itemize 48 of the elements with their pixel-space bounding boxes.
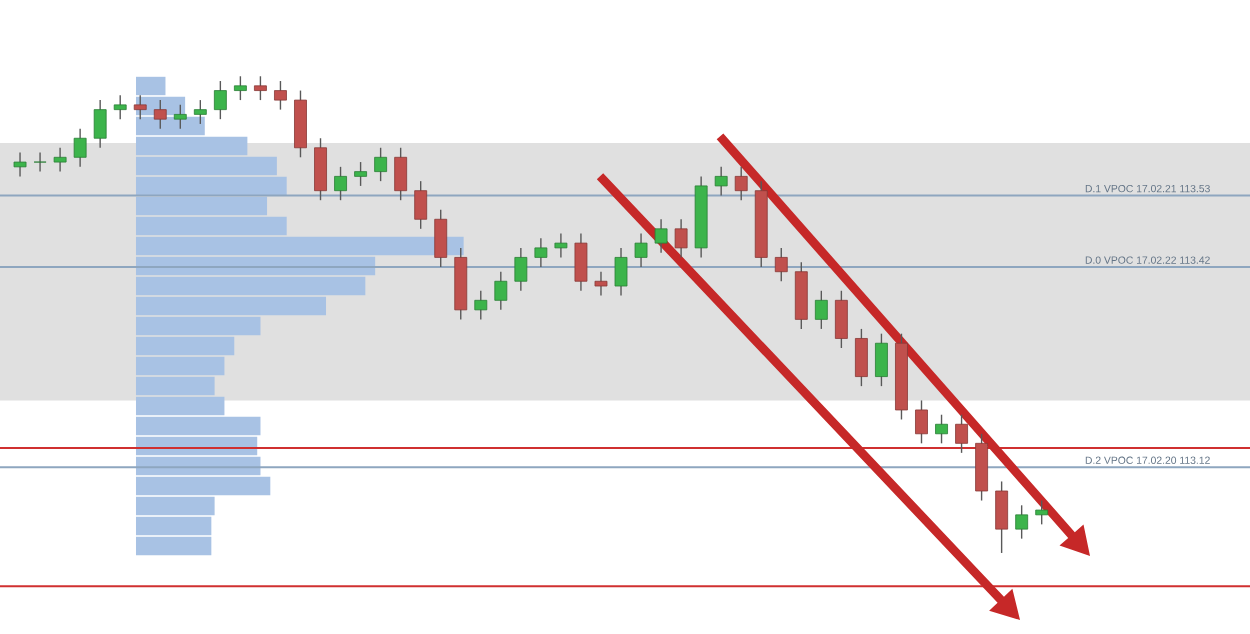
candlestick: [534, 237, 548, 268]
candlestick: [33, 151, 47, 173]
candlestick: [414, 180, 428, 230]
candlestick: [434, 209, 448, 268]
candlestick: [1015, 504, 1029, 540]
candlestick: [935, 414, 948, 445]
candlestick: [594, 271, 608, 297]
candlestick: [514, 247, 528, 292]
candlestick: [294, 89, 307, 158]
candlestick: [233, 75, 247, 101]
candlestick: [374, 147, 388, 182]
candlestick: [734, 166, 748, 201]
candlestick: [334, 166, 347, 201]
candlestick: [794, 261, 808, 330]
candlestick: [494, 271, 508, 311]
candlestick: [274, 80, 287, 111]
candlestick: [814, 290, 828, 330]
candlestick: [394, 147, 408, 201]
candlestick: [714, 166, 728, 197]
candlestick: [574, 232, 588, 292]
candlestick: [614, 247, 628, 297]
candlestick: [314, 137, 327, 201]
candlestick: [1035, 499, 1049, 526]
candlestick: [915, 399, 928, 445]
candlestick: [654, 218, 668, 254]
candlestick: [254, 75, 267, 101]
candlestick: [73, 128, 87, 168]
candlestick: [113, 94, 127, 120]
candlestick: [634, 232, 648, 268]
candlestick: [93, 99, 107, 149]
candlestick: [213, 80, 227, 120]
candlestick: [995, 480, 1009, 554]
candlestick: [53, 147, 67, 173]
candlestick: [875, 332, 888, 387]
candlestick: [774, 247, 788, 282]
candlestick: [674, 218, 688, 259]
candlestick: [854, 328, 868, 387]
candlestick: [173, 104, 187, 130]
candlestick: [834, 290, 848, 349]
candlestick: [193, 99, 207, 125]
candlestick: [153, 99, 167, 130]
candlestick: [975, 433, 989, 502]
candlestick: [554, 232, 568, 259]
candlestick: [474, 290, 488, 321]
candlestick: [955, 414, 968, 454]
candlestick: [13, 151, 27, 178]
candlestick: [133, 94, 147, 120]
candlestick: [354, 161, 367, 187]
